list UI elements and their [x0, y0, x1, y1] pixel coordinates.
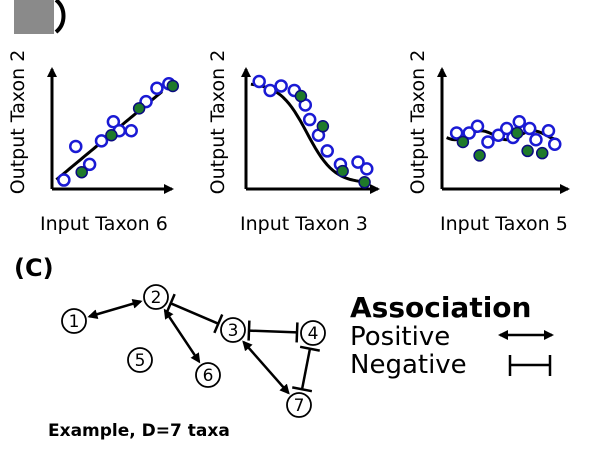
- open-data-point: [263, 83, 277, 98]
- open-data-point: [94, 134, 109, 148]
- open-data-point: [150, 81, 164, 95]
- filled-data-point: [75, 165, 88, 179]
- open-data-point: [351, 155, 365, 169]
- open-data-point: [320, 144, 335, 158]
- filled-data-point: [336, 164, 349, 178]
- filled-data-point: [510, 126, 524, 140]
- open-data-point: [124, 124, 138, 138]
- taxon-node-label: 7: [294, 396, 305, 416]
- open-data-point: [481, 135, 495, 149]
- edge-positive-3-7: [242, 340, 290, 395]
- scatter-panel-increasing: Output Taxon 2 Input Taxon 6: [7, 50, 180, 235]
- open-data-point: [462, 126, 476, 140]
- edge-positive-2-6: [163, 308, 201, 364]
- taxon-node-5: 5: [127, 347, 153, 373]
- filled-data-point: [456, 135, 470, 149]
- filled-data-point: [132, 102, 146, 115]
- filled-data-point: [316, 120, 330, 133]
- scatter-panel-flat: Output Taxon 2 Input Taxon 5: [407, 50, 570, 235]
- filled-data-point: [535, 146, 549, 160]
- legend-negative-label: Negative: [350, 350, 467, 380]
- open-data-point: [57, 173, 71, 187]
- taxon-node-7: 7: [286, 392, 312, 418]
- open-data-point: [106, 115, 121, 129]
- taxon-node-1: 1: [61, 308, 87, 334]
- trend-line: [250, 82, 369, 184]
- taxon-node-label: 6: [203, 366, 214, 386]
- taxon-node-3: 3: [220, 317, 246, 343]
- filled-data-point: [294, 89, 308, 103]
- legend-positive-label: Positive: [350, 322, 450, 352]
- legend-title: Association: [350, 291, 531, 324]
- y-axis-label: Output Taxon 2: [407, 50, 429, 195]
- open-data-point: [512, 115, 527, 129]
- filled-data-point: [105, 128, 118, 142]
- filled-data-point: [521, 144, 534, 158]
- open-data-point: [548, 137, 562, 151]
- open-data-point: [82, 157, 97, 172]
- edge-negative-2-3: [165, 293, 224, 334]
- panel-c-label: (C): [14, 254, 54, 282]
- x-axis-label: Input Taxon 3: [240, 213, 368, 235]
- filled-data-point: [473, 149, 486, 162]
- open-data-point: [541, 124, 556, 138]
- edge-positive-1-2: [87, 298, 143, 320]
- taxon-node-4: 4: [300, 320, 326, 346]
- legend-negative-inhibit-icon: [508, 355, 552, 376]
- taxon-node-label: 4: [308, 324, 319, 344]
- network-nodes: 1 2 3 4 5 6 7: [61, 284, 326, 418]
- taxon-node-label: 1: [69, 312, 80, 332]
- scatter-panel-decreasing: Output Taxon 2 Input Taxon 3: [207, 50, 380, 235]
- open-data-point: [470, 119, 485, 134]
- x-axis-label: Input Taxon 5: [440, 213, 568, 235]
- taxon-node-label: 5: [135, 351, 146, 371]
- panel-c: (C) 1 2 3 4 5 6 7 Example, D=7 taxa: [14, 254, 326, 441]
- open-data-point: [302, 112, 317, 127]
- edge-negative-4-7: [291, 345, 321, 393]
- taxon-node-2: 2: [143, 284, 169, 310]
- open-data-point: [529, 132, 543, 147]
- taxon-node-6: 6: [195, 362, 221, 388]
- y-axis-label: Output Taxon 2: [207, 50, 229, 195]
- open-data-point: [491, 128, 506, 142]
- example-caption: Example, D=7 taxa: [48, 421, 230, 441]
- taxon-node-label: 2: [151, 288, 162, 308]
- open-data-point: [499, 121, 514, 136]
- open-data-point: [274, 79, 288, 93]
- open-data-point: [449, 126, 464, 140]
- cropped-panel-tab: [14, 0, 66, 34]
- open-data-point: [252, 74, 266, 89]
- edge-negative-3-4: [247, 320, 299, 343]
- y-axis-label: Output Taxon 2: [7, 50, 29, 195]
- open-data-point: [69, 139, 83, 154]
- taxon-node-label: 3: [228, 321, 239, 341]
- open-data-point: [360, 162, 374, 176]
- filled-data-point: [166, 79, 180, 93]
- filled-data-point: [358, 176, 371, 189]
- open-data-point: [522, 121, 537, 136]
- x-axis-label: Input Taxon 6: [40, 213, 168, 235]
- association-legend: Association Positive Negative: [350, 291, 554, 380]
- network-edges: [87, 293, 321, 395]
